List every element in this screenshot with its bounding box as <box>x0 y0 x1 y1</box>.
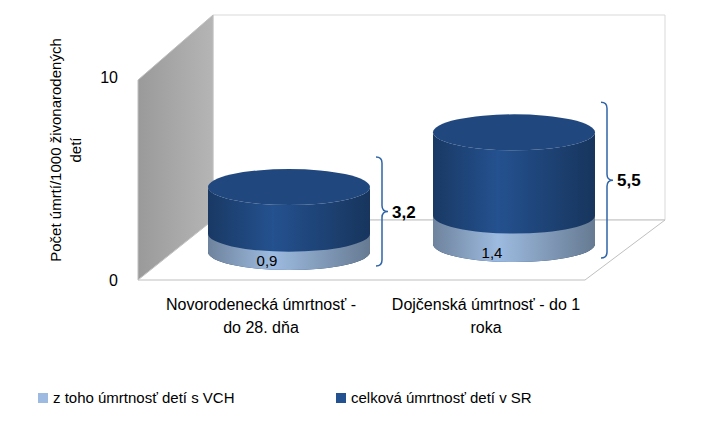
cylinder-band <box>433 216 595 262</box>
y-tick-label: 0 <box>109 272 118 289</box>
cylinder-band <box>208 234 370 270</box>
y-tick-label: 10 <box>100 69 118 86</box>
x-tick-label: Dojčenská úmrtnosť - do 1 roka <box>386 293 586 339</box>
legend-label: celková úmrtnosť detí v SR <box>351 389 532 406</box>
cylinder-top <box>208 169 370 205</box>
chart-root: 0 10 3,2 0,9 5,5 1,4 z toho úmrtnosť detí s VC… <box>0 0 715 422</box>
cylinder <box>433 114 595 262</box>
chart-svg: 0 10 3,2 0,9 5,5 1,4 z toho úmrtnosť detí s VC… <box>0 0 715 422</box>
cylinder <box>433 216 595 262</box>
y-tick <box>134 77 138 78</box>
y-tick <box>134 280 138 281</box>
legend-label: z toho úmrtnosť detí s VCH <box>53 389 235 406</box>
data-labels: 3,2 0,9 5,5 1,4 <box>257 102 641 269</box>
legend-swatch <box>38 393 48 403</box>
brace <box>376 157 388 266</box>
data-label: 0,9 <box>257 252 278 269</box>
x-tick-label: Novorodenecká úmrtnosť - do 28. dňa <box>161 293 361 339</box>
cylinder-top <box>433 114 595 150</box>
y-axis-title: Počet úmrtí/1000 živonarodených detí <box>46 25 86 275</box>
brace <box>601 102 613 258</box>
data-label: 1,4 <box>482 244 503 261</box>
cylinder-body <box>433 132 595 262</box>
cylinder <box>208 169 370 270</box>
data-label: 5,5 <box>617 171 641 190</box>
legend-swatch <box>336 393 346 403</box>
cylinder <box>208 234 370 270</box>
data-label: 3,2 <box>392 203 416 222</box>
plot-area <box>208 114 595 270</box>
